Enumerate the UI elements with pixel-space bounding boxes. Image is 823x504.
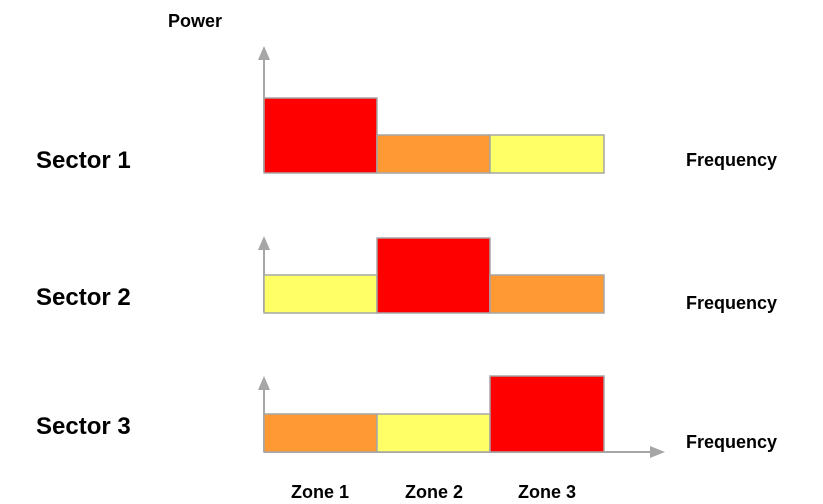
sector-1-frequency-label: Frequency [686,150,777,170]
sector-2-frequency-label: Frequency [686,293,777,313]
sector-3-zone-1-block [263,413,378,453]
zone-1-label: Zone 1 [291,482,349,502]
sector-1-power-axis-arrow [258,46,270,60]
sector-3-label: Sector 3 [36,413,131,440]
sector-1-label: Sector 1 [36,147,131,174]
power-axis-label: Power [168,11,222,31]
sector-2-zone-2-block [376,237,491,314]
sector-1-zone-1-block [263,97,378,174]
sector-2-label: Sector 2 [36,284,131,311]
sector-3-zone-3-block [489,375,605,453]
sector-1-zone-2-block [376,134,491,174]
sector-2-power-axis-arrow [258,236,270,250]
sector-2-zone-1-block [263,274,378,314]
sector-3-frequency-label: Frequency [686,432,777,452]
sector-1-panel: Sector 1 Frequency [36,46,777,174]
sector-3-panel: Sector 3 Frequency [36,375,777,458]
frequency-axis-arrow [650,446,665,458]
sector-2-zone-3-block [489,274,605,314]
sector-3-zone-2-block [376,413,491,453]
zone-2-label: Zone 2 [405,482,463,502]
sector-1-zone-3-block [489,134,605,174]
sector-3-power-axis-arrow [258,376,270,390]
zone-3-label: Zone 3 [518,482,576,502]
sector-2-panel: Sector 2 Frequency [36,236,777,314]
